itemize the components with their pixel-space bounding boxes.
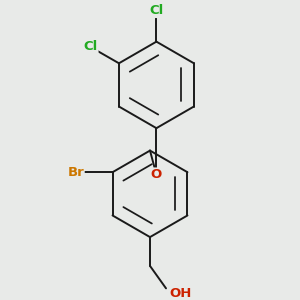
Text: Cl: Cl xyxy=(84,40,98,53)
Text: OH: OH xyxy=(169,287,192,300)
Text: O: O xyxy=(151,168,162,181)
Text: Cl: Cl xyxy=(149,4,164,17)
Text: Br: Br xyxy=(67,166,84,179)
